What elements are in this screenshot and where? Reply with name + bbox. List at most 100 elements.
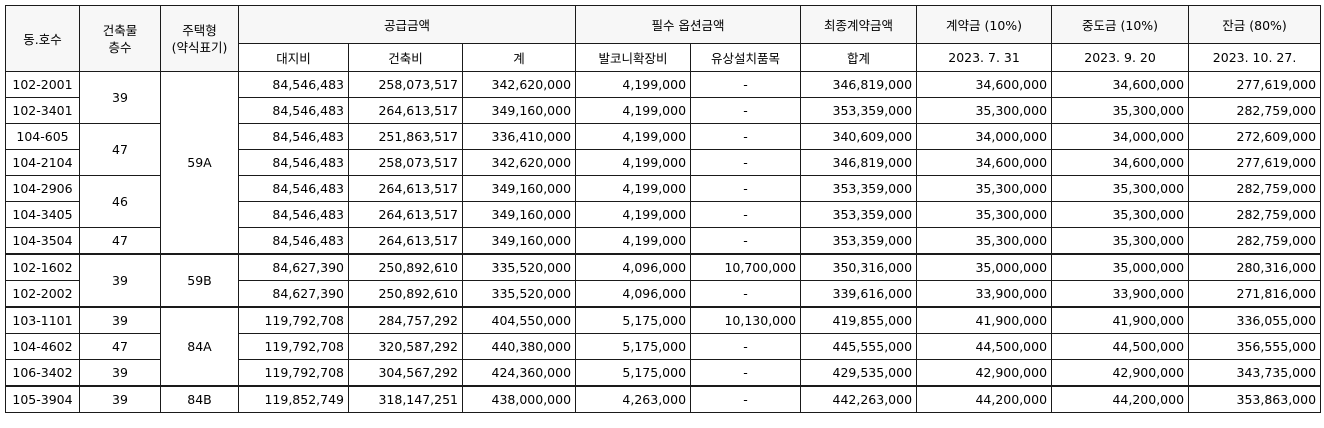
balance-cell: 272,609,000 [1188,123,1322,150]
balcony-cell: 4,199,000 [575,201,692,228]
middle-cell: 34,000,000 [1051,123,1190,150]
header-unit: 동.호수 [5,5,80,72]
floors-cell: 39 [79,306,161,334]
deposit-cell: 35,000,000 [916,253,1053,281]
paid-items-cell: - [690,385,802,413]
header-floors: 건축물 층수 [79,5,161,72]
balance-cell: 343,735,000 [1188,359,1322,387]
total-cell: 335,520,000 [461,253,577,281]
unit-cell: 104-605 [5,123,80,150]
total-cell: 440,380,000 [461,333,577,360]
unit-cell: 102-2001 [5,71,80,98]
middle-cell: 35,300,000 [1051,97,1190,124]
middle-cell: 35,300,000 [1051,227,1190,255]
building-cell: 264,613,517 [348,227,463,255]
balance-cell: 277,619,000 [1188,71,1322,98]
deposit-cell: 34,600,000 [916,149,1053,176]
middle-cell: 35,300,000 [1051,201,1190,228]
table-row: 106-3402 39 119,792,708 304,567,292 424,… [5,359,1322,387]
middle-cell: 33,900,000 [1051,280,1190,308]
final-cell: 346,819,000 [800,149,918,176]
unit-cell: 102-2002 [5,280,80,308]
header-final: 최종계약금액 [800,5,918,44]
deposit-cell: 35,300,000 [916,97,1053,124]
land-cell: 84,627,390 [238,253,349,281]
balcony-cell: 5,175,000 [575,359,692,387]
middle-cell: 41,900,000 [1051,306,1190,334]
balance-cell: 282,759,000 [1188,97,1322,124]
deposit-cell: 35,300,000 [916,201,1053,228]
table-row: 102-3401 84,546,483 264,613,517 349,160,… [5,97,1322,124]
balcony-cell: 4,199,000 [575,97,692,124]
balcony-cell: 4,199,000 [575,227,692,255]
building-cell: 250,892,610 [348,280,463,308]
unit-cell: 104-3504 [5,227,80,255]
land-cell: 84,546,483 [238,123,349,150]
table-row: 105-3904 39 84B 119,852,749 318,147,251 … [5,385,1322,413]
table-row: 103-1101 39 84A 119,792,708 284,757,292 … [5,306,1322,387]
building-cell: 251,863,517 [348,123,463,150]
building-cell: 320,587,292 [348,333,463,360]
unit-cell: 104-3405 [5,201,80,228]
balance-cell: 356,555,000 [1188,333,1322,360]
total-cell: 349,160,000 [461,97,577,124]
header-type-line1: 주택형 [182,22,217,38]
floors-cell: 39 [79,359,161,387]
type-cell: 59A [160,71,239,255]
unit-cell: 104-2104 [5,149,80,176]
total-cell: 336,410,000 [461,123,577,150]
balcony-cell: 4,199,000 [575,71,692,98]
unit-cell: 104-4602 [5,333,80,360]
total-cell: 424,360,000 [461,359,577,387]
balcony-cell: 5,175,000 [575,306,692,334]
building-cell: 264,613,517 [348,97,463,124]
header-floors-line1: 건축물 [102,22,138,38]
deposit-cell: 41,900,000 [916,306,1053,334]
deposit-cell: 42,900,000 [916,359,1053,387]
table-row: 104-2104 84,546,483 258,073,517 342,620,… [5,149,1322,176]
floors-cell: 39 [79,385,161,413]
header-building: 건축비 [348,43,463,72]
building-cell: 304,567,292 [348,359,463,387]
header-paid-items: 유상설치품목 [690,43,802,72]
final-cell: 340,609,000 [800,123,918,150]
header-land: 대지비 [238,43,349,72]
balcony-cell: 4,199,000 [575,123,692,150]
land-cell: 84,546,483 [238,71,349,98]
balance-cell: 282,759,000 [1188,227,1322,255]
total-cell: 349,160,000 [461,201,577,228]
total-cell: 342,620,000 [461,71,577,98]
total-cell: 438,000,000 [461,385,577,413]
header-balance-date: 2023. 10. 27. [1188,43,1322,72]
final-cell: 350,316,000 [800,253,918,281]
header-middle-date: 2023. 9. 20 [1051,43,1190,72]
floors-cell: 46 [79,175,161,228]
table-row: 102-2001 39 59A 84,546,483 258,073,517 3… [5,71,1322,255]
unit-cell: 105-3904 [5,385,80,413]
final-cell: 445,555,000 [800,333,918,360]
balcony-cell: 4,199,000 [575,175,692,202]
table-row: 102-1602 39 59B 84,627,390 250,892,610 3… [5,253,1322,308]
floors-cell: 39 [79,71,161,124]
building-cell: 258,073,517 [348,149,463,176]
land-cell: 84,546,483 [238,227,349,255]
paid-items-cell: - [690,280,802,308]
header-middle: 중도금 (10%) [1051,5,1190,44]
middle-cell: 35,000,000 [1051,253,1190,281]
paid-items-cell: - [690,97,802,124]
type-cell: 84A [160,306,239,387]
unit-cell: 103-1101 [5,306,80,334]
final-cell: 419,855,000 [800,306,918,334]
balance-cell: 277,619,000 [1188,149,1322,176]
paid-items-cell: - [690,149,802,176]
paid-items-cell: - [690,123,802,150]
table-row: 104-3504 47 84,546,483 264,613,517 349,1… [5,227,1322,255]
type-cell: 59B [160,253,239,308]
unit-cell: 102-1602 [5,253,80,281]
header-type: 주택형 (약식표기) [160,5,239,72]
building-cell: 258,073,517 [348,71,463,98]
balance-cell: 282,759,000 [1188,201,1322,228]
floors-cell: 47 [79,123,161,176]
building-cell: 284,757,292 [348,306,463,334]
final-cell: 442,263,000 [800,385,918,413]
